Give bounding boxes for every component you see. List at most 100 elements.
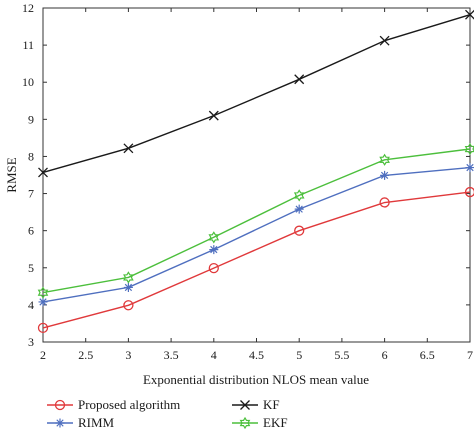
x-axis-label: Exponential distribution NLOS mean value [143, 372, 369, 387]
x-tick-label: 4 [211, 348, 217, 362]
x-tick-label: 2 [40, 348, 46, 362]
x-tick-label: 2.5 [78, 348, 93, 362]
legend-label-kf: KF [263, 397, 280, 412]
series-rimm [38, 163, 474, 307]
data-point-rimm [209, 245, 219, 255]
y-tick-label: 7 [28, 187, 34, 201]
data-point-kf [208, 110, 219, 121]
legend-marker-rimm [55, 418, 65, 428]
y-tick-label: 10 [22, 75, 34, 89]
data-point-proposed-algorithm-shape [294, 225, 305, 236]
data-point-proposed-algorithm [379, 197, 390, 208]
data-point-ekf-shape [464, 142, 474, 156]
x-tick-label: 6 [382, 348, 388, 362]
legend-item-ekf: EKF [232, 415, 288, 430]
data-point-ekf-shape [293, 189, 305, 202]
legend-marker-proposed-algorithm [54, 399, 66, 411]
data-point-ekf [123, 271, 134, 284]
x-tick-label: 3 [125, 348, 131, 362]
y-tick-label: 5 [28, 261, 34, 275]
data-point-ekf [37, 286, 49, 299]
y-tick-label: 11 [22, 38, 34, 52]
data-point-ekf-shape [37, 286, 49, 299]
data-point-rimm-shape [380, 170, 390, 180]
data-point-rimm-shape [38, 297, 48, 307]
legend-marker-proposed-algorithm-shape [54, 399, 66, 411]
data-point-kf [38, 167, 48, 178]
data-point-ekf [379, 153, 390, 166]
legend-marker-kf [240, 400, 250, 410]
legend-label-rimm: RIMM [78, 415, 115, 430]
data-point-kf-shape [38, 167, 48, 178]
x-tick-label: 5.5 [334, 348, 349, 362]
x-tick-label: 3.5 [164, 348, 179, 362]
data-point-ekf [208, 231, 220, 244]
y-tick-label: 6 [28, 224, 34, 238]
y-tick-label: 4 [28, 298, 34, 312]
data-point-kf-shape [208, 110, 219, 121]
data-point-ekf [293, 189, 305, 202]
y-axis-label: RMSE [4, 157, 19, 192]
data-point-rimm-shape [123, 282, 133, 292]
data-point-rimm-shape [294, 204, 304, 214]
y-tick-label: 9 [28, 112, 34, 126]
y-tick-label: 12 [22, 1, 34, 15]
chart-legend: Proposed algorithm RIMM KF EKF [47, 397, 288, 430]
data-point-kf [379, 35, 390, 46]
data-point-ekf [464, 142, 474, 156]
data-point-rimm [38, 297, 48, 307]
legend-item-kf: KF [232, 397, 280, 412]
plot-frame [42, 7, 471, 343]
legend-marker-rimm-shape [55, 418, 65, 428]
data-point-proposed-algorithm-shape [123, 300, 134, 311]
data-point-proposed-algorithm-shape [379, 197, 390, 208]
data-point-rimm [380, 170, 390, 180]
x-tick-label: 4.5 [249, 348, 264, 362]
data-point-proposed-algorithm [464, 186, 474, 198]
x-axis-ticks: 2 2.5 3 3.5 4 4.5 5 5.5 6 6.5 7 [40, 8, 473, 362]
series-line-ekf [42, 148, 471, 294]
data-point-proposed-algorithm [37, 322, 49, 334]
series-ekf [37, 142, 474, 299]
data-point-kf [465, 9, 474, 20]
series-line-rimm [42, 166, 471, 303]
series-layer [37, 9, 474, 334]
data-point-proposed-algorithm [123, 300, 134, 311]
data-point-ekf-shape [379, 153, 390, 166]
series-line-proposed-algorithm [42, 191, 471, 329]
data-point-rimm-shape [465, 163, 474, 173]
data-point-kf-shape [123, 143, 134, 154]
data-point-kf-shape [379, 35, 390, 46]
legend-item-proposed-algorithm: Proposed algorithm [47, 397, 180, 412]
data-point-kf-shape [465, 9, 474, 20]
legend-marker-ekf [239, 416, 251, 430]
data-point-rimm-shape [209, 245, 219, 255]
y-axis-ticks: 3 4 5 6 7 8 9 10 11 12 [22, 1, 470, 349]
series-line-kf [42, 14, 471, 174]
data-point-ekf-shape [123, 271, 134, 284]
legend-item-rimm: RIMM [47, 415, 115, 430]
data-point-proposed-algorithm-shape [37, 322, 49, 334]
data-point-kf [294, 74, 305, 85]
series-kf [38, 9, 474, 178]
data-point-proposed-algorithm [294, 225, 305, 236]
data-point-kf-shape [294, 74, 305, 85]
legend-marker-ekf-shape [239, 416, 251, 430]
data-point-proposed-algorithm-shape [464, 186, 474, 198]
x-tick-label: 7 [467, 348, 473, 362]
data-point-rimm [123, 282, 133, 292]
legend-label-proposed-algorithm: Proposed algorithm [78, 397, 180, 412]
legend-marker-kf-shape [240, 400, 250, 410]
y-tick-label: 3 [28, 335, 34, 349]
data-point-ekf-shape [208, 231, 220, 244]
x-tick-label: 6.5 [420, 348, 435, 362]
data-point-proposed-algorithm-shape [208, 262, 219, 274]
x-tick-label: 5 [296, 348, 302, 362]
data-point-rimm [465, 163, 474, 173]
series-proposed-algorithm [37, 186, 474, 334]
legend-label-ekf: EKF [263, 415, 288, 430]
data-point-kf [123, 143, 134, 154]
plot-axes [42, 7, 471, 343]
y-tick-label: 8 [28, 149, 34, 163]
